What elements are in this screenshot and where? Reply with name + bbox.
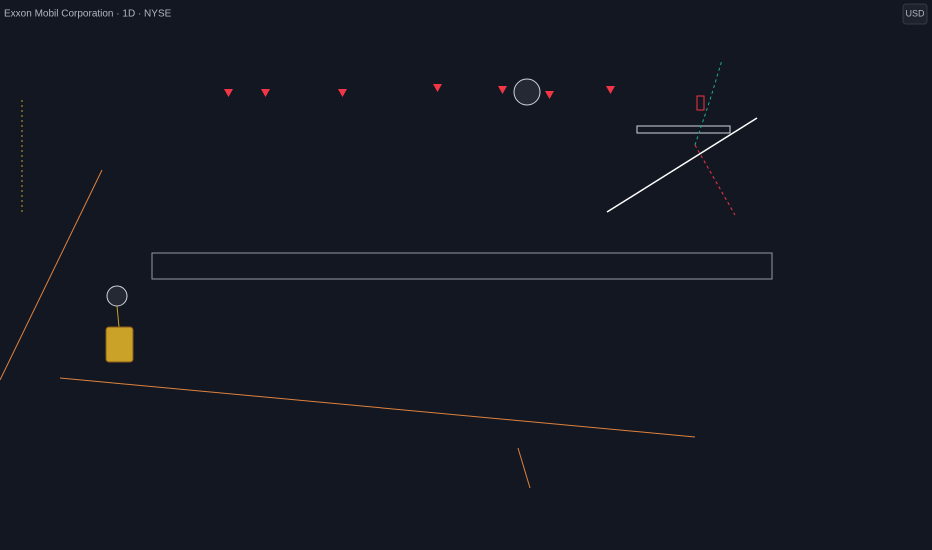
top-marker [545, 91, 554, 99]
target-box [696, 95, 705, 111]
volume-arrow [517, 447, 531, 489]
top-marker [606, 86, 615, 94]
currency[interactable]: USD [905, 8, 925, 18]
top-markers [224, 84, 615, 99]
currency-button[interactable] [902, 3, 928, 25]
volume-trend [59, 377, 696, 438]
bear-projection [694, 144, 736, 216]
top-marker [261, 89, 270, 97]
hvn-zone [151, 252, 773, 280]
operating-zone [636, 125, 731, 134]
callout-box [105, 326, 134, 363]
top-marker [498, 86, 507, 94]
top-marker [338, 89, 347, 97]
trend-line [606, 117, 758, 213]
trend-arrow [0, 169, 103, 381]
chart-title: Exxon Mobil Corporation · 1D · NYSE [4, 9, 172, 20]
top-marker [433, 84, 442, 92]
price-axis [895, 0, 932, 550]
false-break-circle [513, 78, 541, 106]
top-marker [224, 89, 233, 97]
callout-pointer [116, 305, 120, 328]
july-circle [106, 285, 128, 307]
